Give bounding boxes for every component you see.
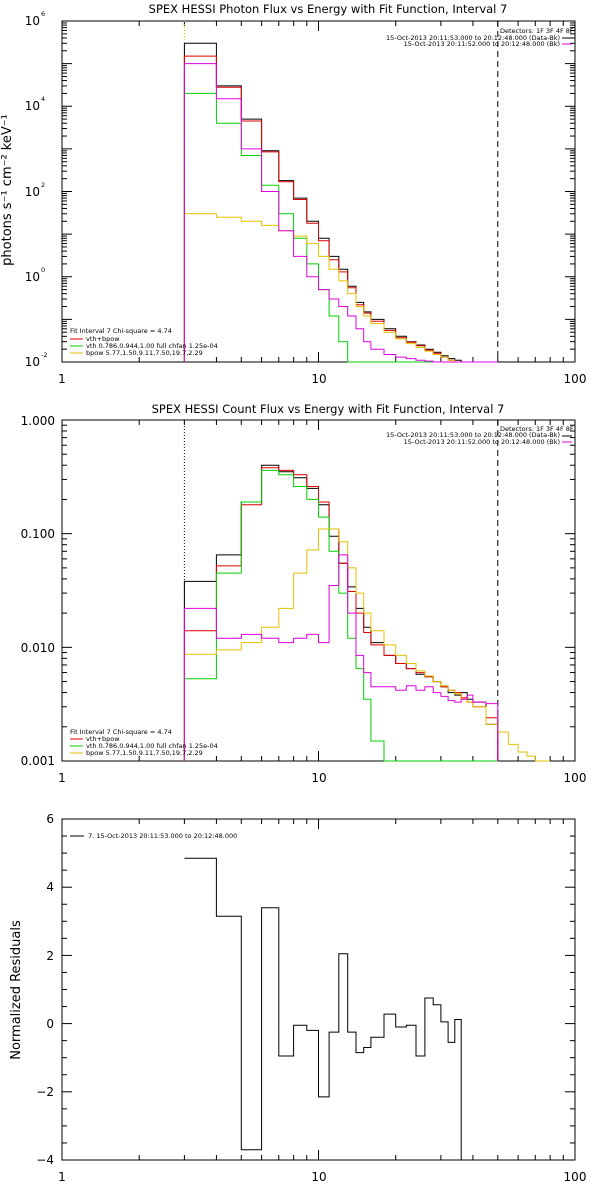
count-flux-legend-total: vth+bpow [86,735,120,743]
residuals-xtick-label: 1 [58,1170,66,1184]
residuals-plot-frame [61,818,576,1161]
series-background [183,554,499,761]
count-flux-legend-lines [70,738,83,754]
photon-flux-series [183,21,499,363]
photon-flux-xtick-label: 10 [311,372,326,386]
photon-flux-ticks [61,20,575,363]
residuals-panel: 1 10 100 −4 −2 0 2 4 6 Normalized Residu… [9,812,586,1184]
photon-flux-ytick-label: 10 [25,185,40,199]
residuals-series [184,857,462,1160]
residuals-ytick-label: −2 [36,1085,54,1099]
photon-flux-legend-lines [70,338,83,354]
series-data [183,464,499,761]
count-flux-header-lines [562,435,572,443]
residuals-ytick-label: 0 [46,1017,54,1031]
count-flux-bk-time: 15-Oct-2013 20:11:52.000 to 20:12:48.000… [404,438,560,446]
photon-flux-ytick-label: 10 [25,355,40,369]
series-vth-bpow [183,55,498,363]
series-background [183,63,498,363]
photon-flux-legend-total: vth+bpow [86,335,120,343]
series-data [183,42,498,363]
photon-flux-ytick-exponent: -2 [41,351,47,359]
count-flux-legend-vth: vth 0.786,0.944,1.00 full chfan 1.25e-04 [86,742,218,750]
photon-flux-legend-bpow: bpow 5.77,1.50,9.11,7.50,19.7,2.29 [86,349,203,357]
photon-flux-fit-interval: Fit Interval 7 Chi-square = 4.74 [70,327,172,335]
residuals-ytick-label: 6 [46,812,54,826]
series-vth [183,469,498,762]
photon-flux-title: SPEX HESSI Photon Flux vs Energy with Fi… [149,2,508,16]
residuals-xtick-label: 10 [311,1170,326,1184]
count-flux-legend-bpow: bpow 5.77,1.50,9.11,7.50,19.7,2.29 [86,749,203,757]
residuals-ylabel: Normalized Residuals [9,920,24,1060]
residuals-xtick-label: 100 [564,1170,587,1184]
photon-flux-ytick-exponent: 4 [41,95,45,103]
count-flux-panel: SPEX HESSI Count Flux vs Energy with Fit… [21,402,587,785]
series-vth-bpow [183,467,499,761]
residuals-ytick-label: 4 [46,880,54,894]
series-vth [183,92,498,363]
count-flux-ytick-label: 0.001 [21,754,55,768]
series-residuals [184,857,462,1160]
residuals-ytick-label: −4 [36,1153,54,1167]
residuals-ytick-label: 2 [46,949,54,963]
photon-flux-ytick-label: 10 [25,99,40,113]
photon-flux-data-time: 15-Oct-2013 20:11:53.000 to 20:12:48.000… [386,34,560,42]
photon-flux-ytick-exponent: 2 [41,181,45,189]
photon-flux-xtick-label: 1 [58,372,66,386]
count-flux-fit-interval: Fit Interval 7 Chi-square = 4.74 [70,728,172,736]
photon-flux-legend-vth: vth 0.786,0.944,1.00 full chfan 1.25e-04 [86,342,218,350]
count-flux-series [183,420,551,762]
photon-flux-ylabel: photons s⁻¹ cm⁻² keV⁻¹ [0,114,15,266]
photon-flux-ytick-exponent: 6 [41,10,45,18]
photon-flux-ytick-exponent: 0 [41,266,45,274]
count-flux-ytick-label: 0.100 [21,527,55,541]
count-flux-data-time: 15-Oct-2013 20:11:53.000 to 20:12:48.000… [386,431,560,439]
count-flux-title: SPEX HESSI Count Flux vs Energy with Fit… [152,402,505,416]
photon-flux-ytick-label: 10 [25,14,40,28]
photon-flux-xtick-label: 100 [564,372,587,386]
photon-flux-bk-time: 15-Oct-2013 20:11:52.000 to 20:12:48.000… [404,40,560,48]
residuals-ticks [61,818,575,1161]
count-flux-xtick-label: 1 [58,771,66,785]
series-bpow [183,213,498,363]
count-flux-ytick-label: 0.010 [21,641,55,655]
count-flux-xtick-label: 10 [311,771,326,785]
photon-flux-ytick-label: 10 [25,270,40,284]
photon-flux-detectors: Detectors: 1F 3F 4F 8F [500,27,574,35]
series-bpow [183,528,551,762]
residuals-legend-label: 7. 15-Oct-2013 20:11:53.000 to 20:12:48.… [88,832,237,840]
count-flux-xtick-label: 100 [564,771,587,785]
count-flux-detectors: Detectors: 1F 3F 4F 8F [500,425,574,433]
count-flux-ticks [61,419,575,762]
count-flux-ytick-label: 1.000 [21,414,55,428]
photon-flux-panel: SPEX HESSI Photon Flux vs Energy with Fi… [0,2,586,386]
photon-flux-header-lines [562,37,572,45]
